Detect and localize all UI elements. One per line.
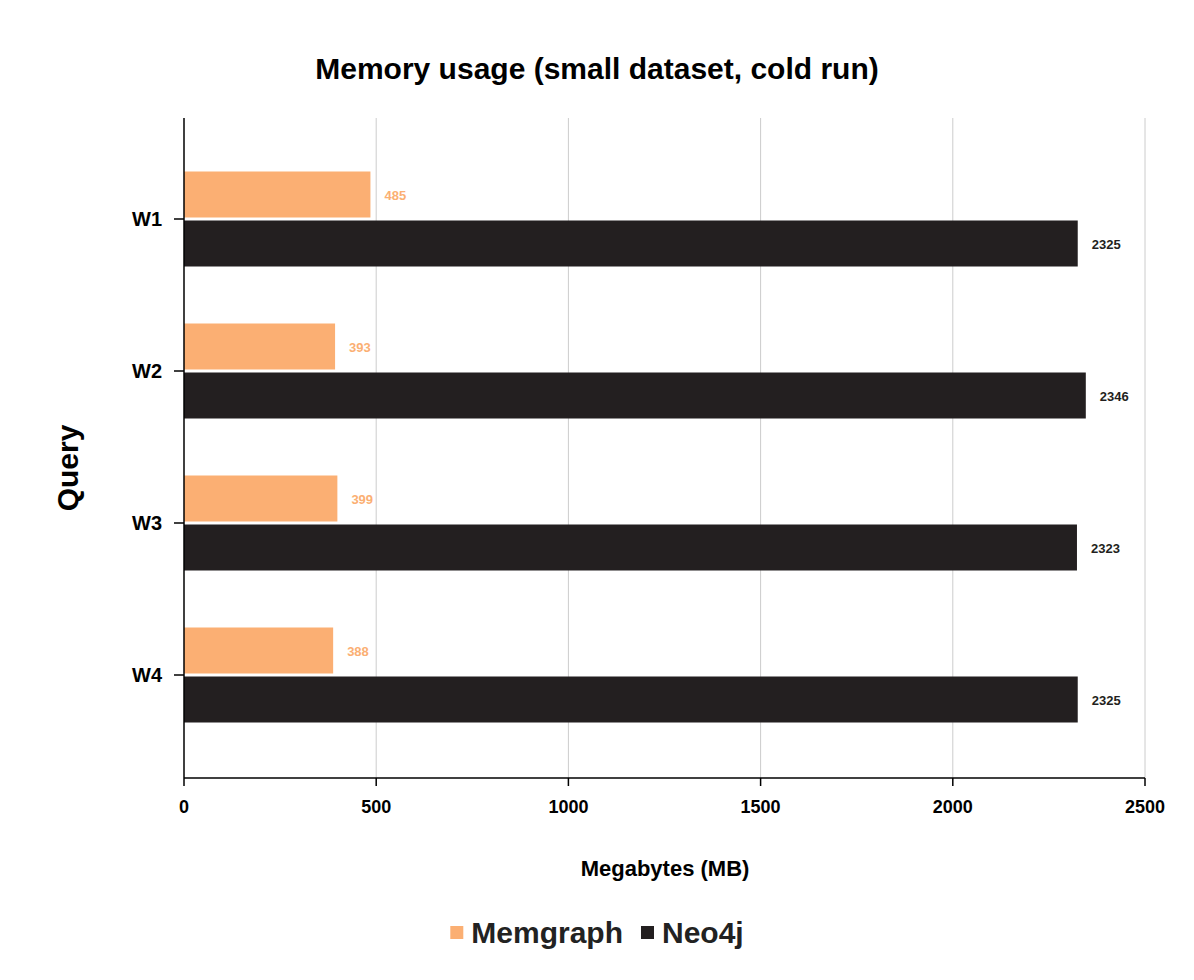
- category-label: W3: [132, 512, 162, 534]
- tick-label: 500: [361, 797, 391, 817]
- tick-mark: [568, 778, 570, 786]
- tick-mark: [183, 778, 185, 786]
- data-label: 388: [347, 644, 369, 659]
- x-axis: [184, 777, 1145, 779]
- y-axis: [183, 118, 185, 778]
- bar: [184, 221, 1078, 267]
- category-label: W1: [132, 208, 162, 230]
- chart-container: Memory usage (small dataset, cold run) 0 5…: [0, 0, 1194, 980]
- bar: [184, 677, 1078, 723]
- title: Memory usage (small dataset, cold run): [315, 52, 878, 85]
- y-axis-label: Query: [51, 424, 84, 511]
- bar: [184, 476, 337, 522]
- data-label: 485: [384, 188, 406, 203]
- data-label: 2325: [1092, 693, 1121, 708]
- tick-mark: [760, 778, 762, 786]
- tick-label: 1500: [741, 797, 781, 817]
- category-tick: [174, 674, 184, 676]
- bar: [184, 628, 333, 674]
- legend-label: Memgraph: [471, 916, 623, 949]
- data-label: 393: [349, 340, 371, 355]
- legend: Memgraph Neo4j: [450, 916, 743, 949]
- legend-swatch: [450, 926, 463, 939]
- tick-label: 2500: [1125, 797, 1165, 817]
- bar: [184, 172, 370, 218]
- tick-mark: [375, 778, 377, 786]
- category-tick: [174, 522, 184, 524]
- category-tick: [174, 218, 184, 220]
- category-tick: [174, 370, 184, 372]
- data-label: 399: [351, 492, 373, 507]
- category-label: W4: [132, 664, 163, 686]
- grid-line: [1145, 118, 1146, 778]
- category-label: W2: [132, 360, 162, 382]
- tick-label: 0: [179, 797, 189, 817]
- legend-label: Neo4j: [662, 916, 744, 949]
- tick-label: 1000: [548, 797, 588, 817]
- legend-swatch: [641, 926, 654, 939]
- data-label: 2346: [1100, 389, 1129, 404]
- data-label: 2323: [1091, 541, 1120, 556]
- tick-label: 2000: [933, 797, 973, 817]
- chart-svg: Memory usage (small dataset, cold run) 0 5…: [0, 0, 1194, 980]
- bar: [184, 373, 1086, 419]
- data-label: 2325: [1092, 237, 1121, 252]
- tick-mark: [952, 778, 954, 786]
- tick-mark: [1144, 778, 1146, 786]
- bar: [184, 324, 335, 370]
- bar: [184, 525, 1077, 571]
- x-axis-label: Megabytes (MB): [581, 856, 750, 881]
